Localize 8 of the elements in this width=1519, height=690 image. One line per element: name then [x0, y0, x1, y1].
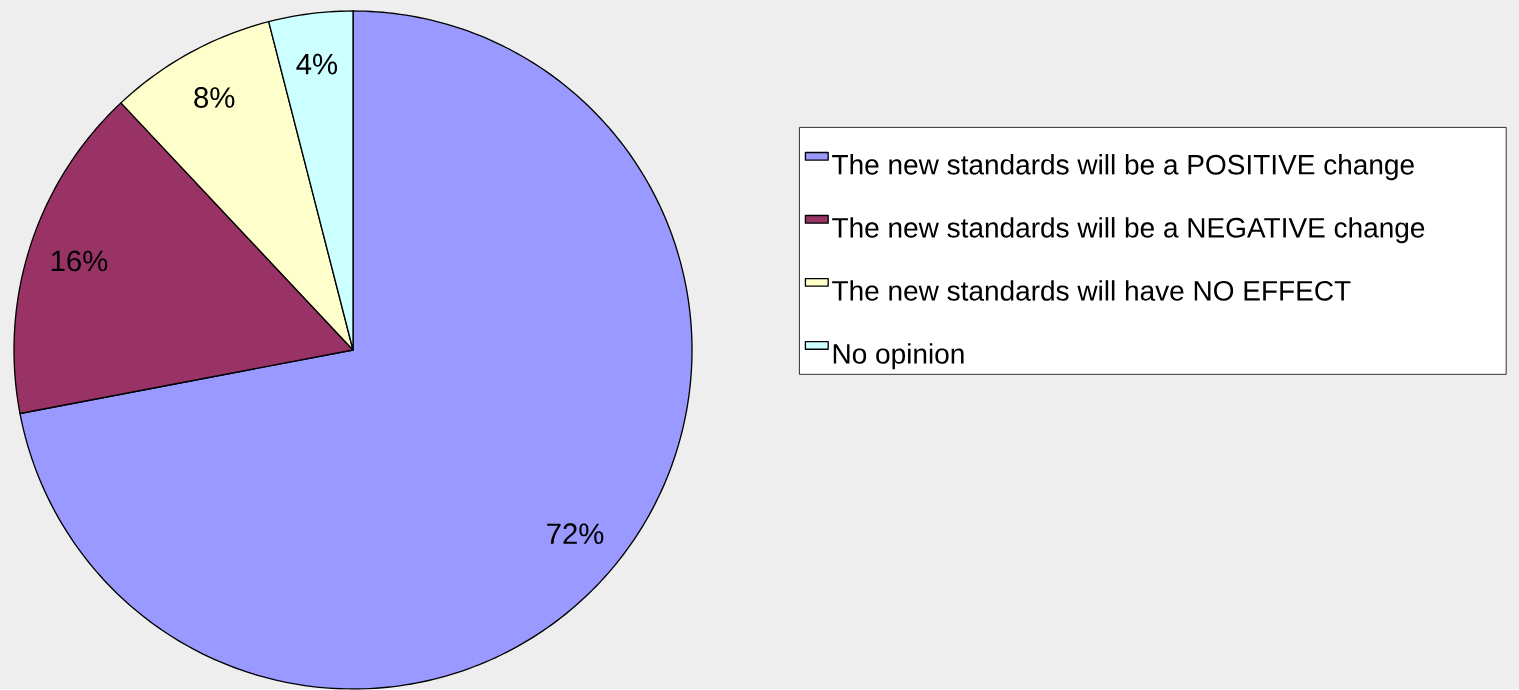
data-label: 16% [51, 250, 108, 272]
legend-label: No opinion [833, 343, 964, 370]
data-label: 4% [296, 54, 338, 75]
data-label: 8% [194, 87, 235, 109]
legend-label: The new standards will have NO EFFECT [832, 280, 1351, 301]
legend-label: The new standards will be a POSITIVE change [832, 154, 1414, 181]
data-label: 72% [547, 523, 604, 545]
legend-label: The new standards will be a NEGATIVE change [832, 217, 1425, 244]
